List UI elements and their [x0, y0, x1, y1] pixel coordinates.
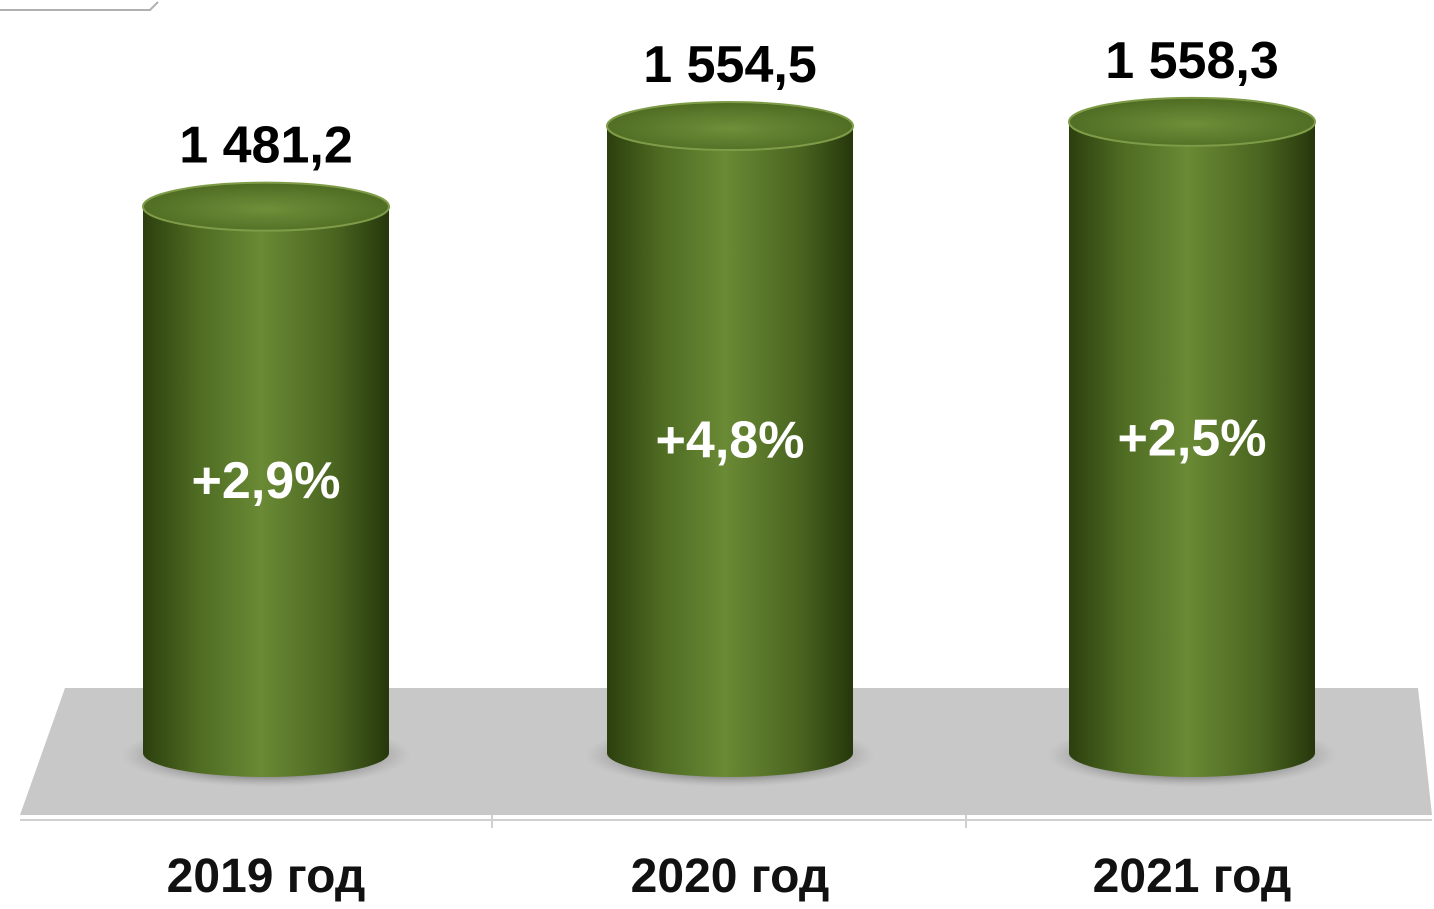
x-tick-label: 2020 год	[631, 850, 830, 903]
bar-top	[142, 181, 390, 232]
value-label: 1 554,5	[643, 36, 817, 94]
change-label: +2,5%	[1118, 409, 1267, 467]
cylinder-bar	[1047, 96, 1337, 787]
bar-top	[1068, 96, 1316, 147]
bars-layer	[121, 96, 1337, 787]
value-label: 1 481,2	[179, 117, 353, 175]
x-tick-label: 2021 год	[1093, 850, 1292, 903]
cylinder-bar	[585, 101, 875, 787]
bar-top	[606, 101, 854, 152]
bar-body	[607, 126, 853, 778]
change-label: +4,8%	[656, 412, 805, 470]
bar-body	[143, 206, 389, 777]
bar-body	[1069, 121, 1315, 778]
value-label: 1 558,3	[1105, 32, 1279, 90]
change-label: +2,9%	[192, 452, 341, 510]
cylinder-bar	[121, 181, 411, 787]
x-tick-label: 2019 год	[167, 850, 366, 903]
frame-fragment	[0, 1, 159, 11]
labels-layer: 1 481,2 +2,9% 2019 год 1 554,5 +4,8% 2020 год…	[167, 32, 1292, 903]
